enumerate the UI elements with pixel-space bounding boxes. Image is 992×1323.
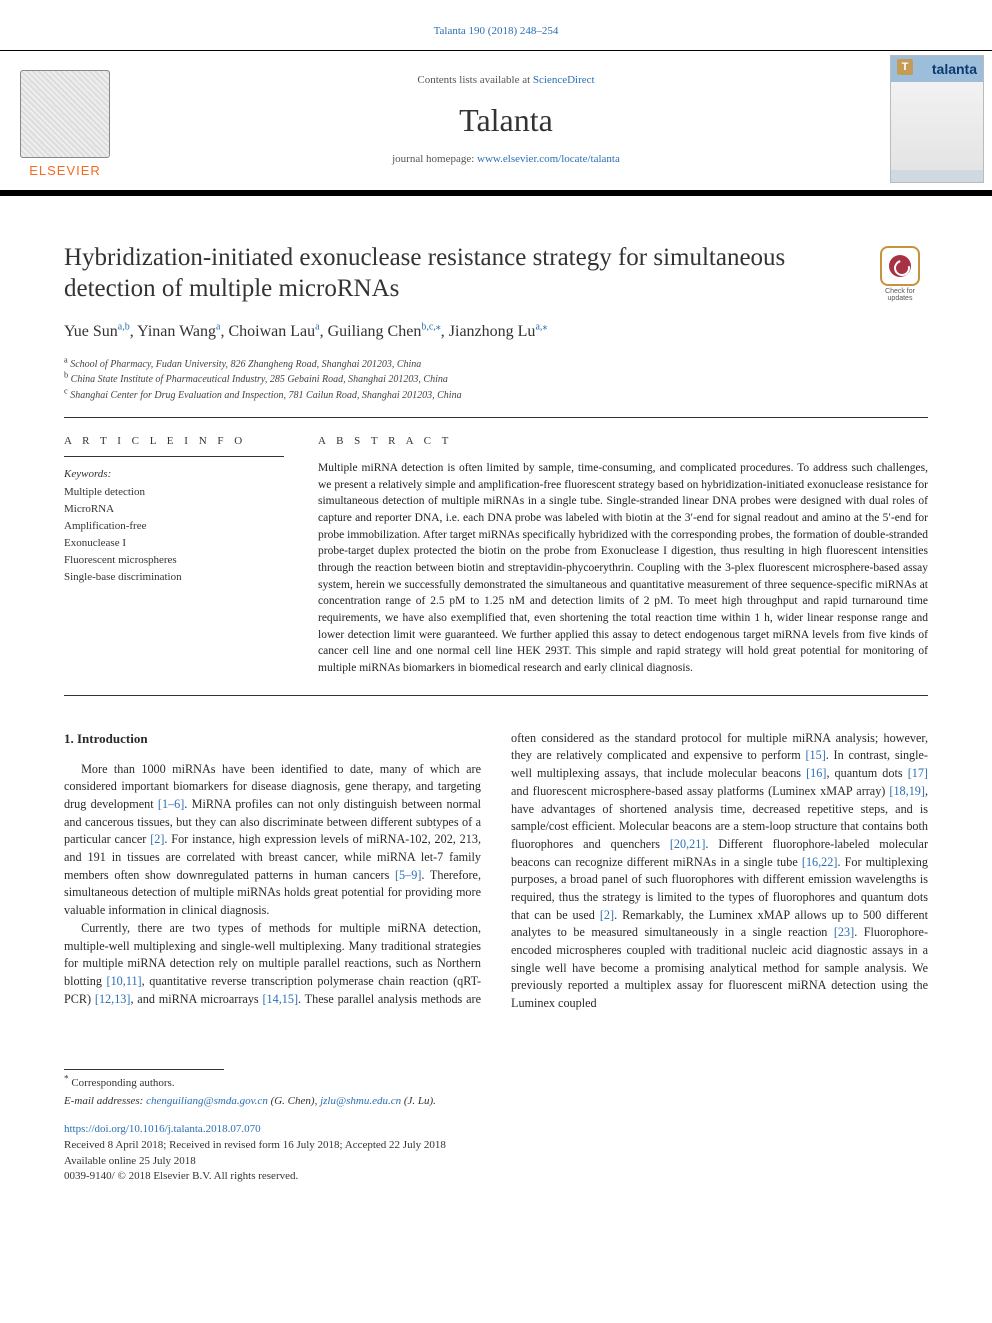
keywords-label: Keywords: <box>64 467 284 483</box>
body-paragraph-1: More than 1000 miRNAs have been identifi… <box>64 761 481 920</box>
journal-citation: Talanta 190 (2018) 248–254 <box>0 0 992 50</box>
corr-text: Corresponding authors. <box>71 1077 174 1089</box>
updates-text-1: Check for <box>872 288 928 295</box>
section-heading-introduction: 1. Introduction <box>64 730 481 749</box>
email-label: E-mail addresses: <box>64 1095 146 1107</box>
ref-link[interactable]: [14,15] <box>262 992 298 1006</box>
body-text: , and miRNA microarrays <box>130 992 262 1006</box>
journal-cover-thumbnail[interactable]: T talanta <box>890 55 984 183</box>
masthead-center: Contents lists available at ScienceDirec… <box>130 51 882 190</box>
article-info-heading: A R T I C L E I N F O <box>64 434 284 457</box>
page-footer: * Corresponding authors. E-mail addresse… <box>0 1059 992 1216</box>
ref-link[interactable]: [1–6] <box>158 797 184 811</box>
contents-prefix: Contents lists available at <box>417 74 532 86</box>
article-body: 1. Introduction More than 1000 miRNAs ha… <box>64 696 928 1013</box>
journal-name: Talanta <box>459 97 553 143</box>
article-info-column: A R T I C L E I N F O Keywords: Multiple… <box>64 434 284 677</box>
affiliation-item: b China State Institute of Pharmaceutica… <box>64 373 928 388</box>
homepage-line: journal homepage: www.elsevier.com/locat… <box>392 152 620 168</box>
email-who-2: (J. Lu). <box>401 1095 436 1107</box>
ref-link[interactable]: [10,11] <box>107 974 142 988</box>
keyword-item: Multiple detection <box>64 485 284 501</box>
abstract-column: A B S T R A C T Multiple miRNA detection… <box>318 434 928 677</box>
cover-t-icon: T <box>897 59 913 75</box>
affiliations: a School of Pharmacy, Fudan University, … <box>64 358 928 404</box>
publisher-logo-block: ELSEVIER <box>0 51 130 190</box>
affiliation-item: a School of Pharmacy, Fudan University, … <box>64 358 928 373</box>
email-line: E-mail addresses: chenguiliang@smda.gov.… <box>64 1094 928 1110</box>
email-who-1: (G. Chen), <box>268 1095 320 1107</box>
doi-line: https://doi.org/10.1016/j.talanta.2018.0… <box>64 1122 928 1138</box>
body-text: , quantum dots <box>826 766 907 780</box>
ref-link[interactable]: [2] <box>150 832 164 846</box>
copyright-line: 0039-9140/ © 2018 Elsevier B.V. All righ… <box>64 1169 928 1185</box>
ref-link[interactable]: [16] <box>806 766 826 780</box>
keyword-item: Amplification-free <box>64 519 284 535</box>
affiliation-item: c Shanghai Center for Drug Evaluation an… <box>64 389 928 404</box>
keyword-item: Fluorescent microspheres <box>64 553 284 569</box>
footer-divider <box>64 1069 224 1070</box>
cover-body <box>891 82 983 170</box>
contents-line: Contents lists available at ScienceDirec… <box>417 73 594 89</box>
check-for-updates-badge[interactable]: Check for updates <box>872 246 928 302</box>
abstract-text: Multiple miRNA detection is often limite… <box>318 460 928 677</box>
ref-link[interactable]: [20,21] <box>670 837 706 851</box>
corr-marker: * <box>64 1073 69 1083</box>
masthead: ELSEVIER Contents lists available at Sci… <box>0 50 992 196</box>
doi-link[interactable]: https://doi.org/10.1016/j.talanta.2018.0… <box>64 1123 261 1135</box>
homepage-prefix: journal homepage: <box>392 153 477 165</box>
sciencedirect-link[interactable]: ScienceDirect <box>533 74 595 86</box>
email-link-2[interactable]: jzlu@shmu.edu.cn <box>320 1095 401 1107</box>
elsevier-tree-icon <box>20 70 110 158</box>
body-text: and fluorescent microsphere-based assay … <box>511 784 889 798</box>
keyword-item: Exonuclease I <box>64 536 284 552</box>
keywords-list: Multiple detectionMicroRNAAmplification-… <box>64 485 284 586</box>
elsevier-logo[interactable]: ELSEVIER <box>10 60 120 180</box>
cover-foot <box>891 170 983 182</box>
email-link-1[interactable]: chenguiliang@smda.gov.cn <box>146 1095 268 1107</box>
cover-brand: T talanta <box>891 56 983 82</box>
keyword-item: MicroRNA <box>64 502 284 518</box>
ref-link[interactable]: [2] <box>600 908 614 922</box>
ref-link[interactable]: [5–9] <box>395 868 421 882</box>
article-title: Hybridization-initiated exonuclease resi… <box>64 242 928 305</box>
publisher-name: ELSEVIER <box>29 162 101 181</box>
ref-link[interactable]: [15] <box>805 748 825 762</box>
corresponding-author-note: * Corresponding authors. <box>64 1076 928 1092</box>
abstract-heading: A B S T R A C T <box>318 434 928 450</box>
ref-link[interactable]: [18,19] <box>889 784 925 798</box>
ref-link[interactable]: [16,22] <box>802 855 838 869</box>
ref-link[interactable]: [17] <box>908 766 928 780</box>
journal-homepage-link[interactable]: www.elsevier.com/locate/talanta <box>477 153 620 165</box>
dates-line: Received 8 April 2018; Received in revis… <box>64 1138 928 1154</box>
cover-brand-text: talanta <box>932 61 977 77</box>
keyword-item: Single-base discrimination <box>64 570 284 586</box>
ref-link[interactable]: [23] <box>834 925 854 939</box>
updates-text-2: updates <box>872 295 928 302</box>
ref-link[interactable]: [12,13] <box>95 992 131 1006</box>
journal-cover-block: T talanta <box>882 51 992 190</box>
updates-badge-icon <box>880 246 920 286</box>
author-list: Yue Suna,b, Yinan Wanga, Choiwan Laua, G… <box>64 320 928 343</box>
available-line: Available online 25 July 2018 <box>64 1154 928 1170</box>
